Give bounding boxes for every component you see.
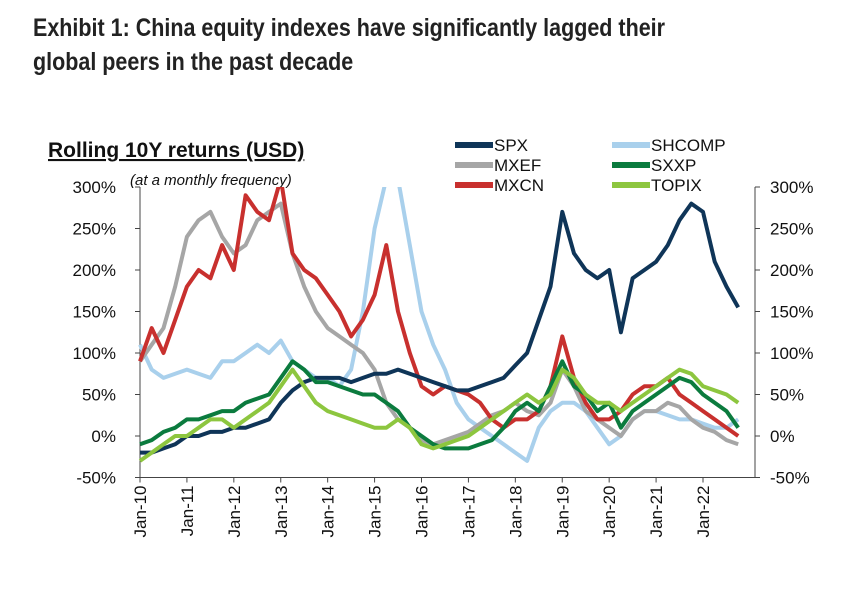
legend-label-mxcn: MXCN (494, 176, 544, 195)
x-tick-label: Jan-19 (553, 486, 572, 538)
series-line-topix (138, 367, 740, 463)
x-tick-label: Jan-16 (413, 486, 432, 538)
x-tick-label: Jan-10 (131, 486, 150, 538)
legend: SPX SHCOMP MXEF SXXP MXCN TOPIX (455, 136, 726, 195)
x-tick-label: Jan-21 (647, 486, 666, 538)
series-line-shcomp (138, 187, 740, 463)
y-tick-label-left: 200% (73, 261, 116, 280)
y-tick-label-right: 50% (770, 386, 804, 405)
y-tick-label-right: 150% (770, 303, 813, 322)
y-tick-label-left: 150% (73, 303, 116, 322)
series-line-sxxp (139, 359, 740, 451)
legend-label-topix: TOPIX (651, 176, 702, 195)
x-tick-label: Jan-20 (600, 486, 619, 538)
x-tick-label: Jan-17 (459, 486, 478, 538)
y-tick-label-left: 100% (73, 344, 116, 363)
series-lines (138, 187, 740, 463)
chart-title: Rolling 10Y returns (USD) (48, 139, 304, 162)
x-tick-label: Jan-13 (272, 486, 291, 538)
legend-label-sxxp: SXXP (651, 156, 696, 175)
y-tick-label-right: 200% (770, 261, 813, 280)
series-line-spx (140, 201, 740, 455)
y-tick-label-left: 300% (73, 178, 116, 197)
series-line-mxef (138, 201, 739, 447)
x-tick-label: Jan-12 (225, 486, 244, 538)
y-tick-label-left: 250% (73, 220, 116, 239)
x-tick-label: Jan-18 (506, 486, 525, 538)
legend-label-shcomp: SHCOMP (651, 136, 726, 155)
x-tick-label: Jan-22 (694, 486, 713, 538)
x-tick-label: Jan-11 (178, 486, 197, 537)
x-tick-label: Jan-14 (319, 486, 338, 538)
exhibit-title-line2: global peers in the past decade (33, 48, 354, 76)
y-tick-label-right: 250% (770, 220, 813, 239)
y-tick-label-left: -50% (76, 469, 116, 488)
series-line-mxcn (138, 187, 740, 438)
y-tick-label-left: 50% (82, 386, 116, 405)
y-tick-label-left: 0% (91, 427, 116, 446)
legend-label-spx: SPX (494, 136, 528, 155)
y-tick-label-right: 0% (770, 427, 795, 446)
chart-subtitle: (at a monthly frequency) (130, 172, 292, 189)
x-tick-label: Jan-15 (366, 486, 385, 538)
exhibit-title-line1: Exhibit 1: China equity indexes have sig… (33, 14, 666, 42)
y-tick-label-right: 100% (770, 344, 813, 363)
y-tick-label-right: 300% (770, 178, 813, 197)
axes: 300% 300% 250% 250% 200% 200% 150% 150% 100% 100%… (73, 178, 814, 537)
legend-label-mxef: MXEF (494, 156, 541, 175)
y-tick-label-right: -50% (770, 469, 810, 488)
